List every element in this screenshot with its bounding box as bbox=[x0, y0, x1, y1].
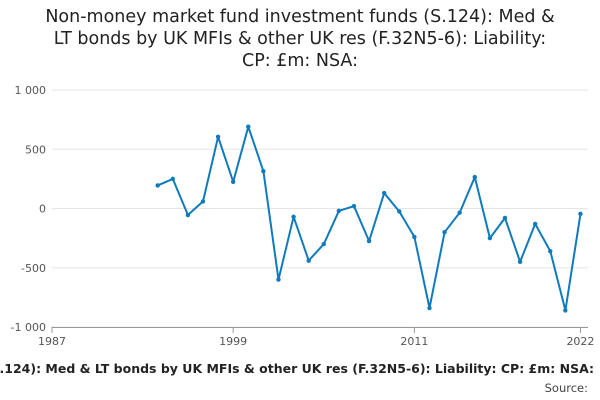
x-tick-label: 1999 bbox=[219, 335, 247, 348]
chart-title-line-3: CP: £m: NSA: bbox=[242, 51, 358, 71]
data-point bbox=[412, 234, 417, 240]
x-tick-label: 2022 bbox=[566, 335, 594, 348]
data-point bbox=[185, 212, 191, 218]
data-point bbox=[170, 176, 175, 182]
y-tick-label: -1 000 bbox=[11, 321, 46, 334]
y-tick-label: 1 000 bbox=[15, 84, 47, 97]
chart-title-line-2: LT bonds by UK MFIs & other UK res (F.32… bbox=[53, 29, 547, 49]
axes bbox=[51, 327, 588, 333]
data-point bbox=[427, 305, 432, 311]
x-tick-label: 1987 bbox=[38, 335, 66, 348]
data-point bbox=[487, 235, 493, 241]
data-point bbox=[472, 174, 477, 180]
data-point bbox=[366, 238, 372, 244]
series-caption: Non-money market fund investment funds (… bbox=[0, 361, 600, 379]
y-tick-label: 500 bbox=[25, 143, 46, 156]
data-point bbox=[200, 199, 206, 204]
y-tick-label: -500 bbox=[21, 262, 46, 275]
series-line bbox=[156, 125, 582, 312]
data-point bbox=[155, 183, 160, 188]
data-point bbox=[381, 190, 387, 196]
series-layer bbox=[155, 124, 583, 313]
data-point bbox=[230, 179, 236, 185]
y-tick-label: 0 bbox=[39, 203, 46, 216]
data-point bbox=[457, 210, 462, 215]
data-point bbox=[548, 248, 553, 254]
data-point bbox=[215, 134, 221, 140]
data-point bbox=[517, 259, 523, 265]
data-point bbox=[306, 258, 311, 263]
chart-title: Non-money market fund investment funds (… bbox=[0, 6, 600, 72]
source-label: Source: bbox=[544, 381, 588, 395]
data-point bbox=[351, 203, 357, 209]
data-point bbox=[336, 208, 342, 214]
series-caption-text: Non-money market fund investment funds (… bbox=[0, 361, 594, 376]
data-point bbox=[532, 221, 538, 227]
data-point bbox=[246, 124, 251, 129]
data-point bbox=[276, 277, 281, 282]
grid bbox=[52, 89, 588, 328]
data-point bbox=[563, 308, 568, 313]
data-point bbox=[261, 168, 266, 174]
x-tick-label: 2011 bbox=[400, 335, 428, 348]
data-point bbox=[578, 211, 583, 217]
chart-title-line-1: Non-money market fund investment funds (… bbox=[45, 7, 555, 27]
data-point bbox=[442, 230, 447, 235]
data-point bbox=[321, 241, 326, 247]
data-point bbox=[397, 209, 402, 214]
data-point bbox=[291, 214, 296, 219]
data-point bbox=[502, 215, 508, 221]
